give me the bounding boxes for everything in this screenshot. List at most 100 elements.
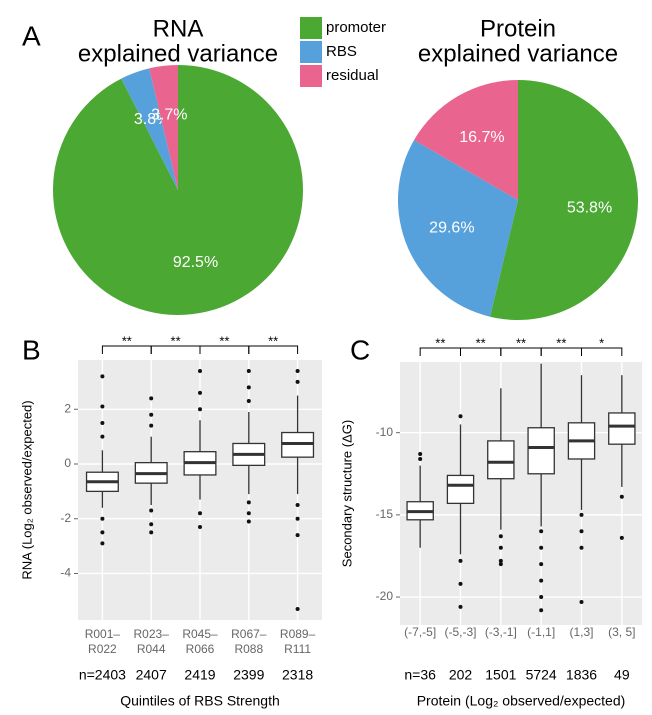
outlier bbox=[100, 434, 105, 439]
outlier bbox=[539, 562, 544, 567]
outlier bbox=[149, 396, 154, 401]
n-label: n=36 bbox=[404, 667, 436, 683]
pie-slice bbox=[414, 80, 518, 200]
significance-bracket bbox=[248, 345, 299, 354]
y-tick-label: 2 bbox=[64, 401, 71, 415]
pie-slice bbox=[490, 80, 638, 320]
outlier bbox=[198, 524, 202, 529]
outlier bbox=[458, 604, 463, 609]
outlier bbox=[149, 530, 154, 535]
outlier bbox=[100, 541, 105, 546]
n-label: 2399 bbox=[233, 667, 264, 683]
outlier bbox=[198, 407, 202, 412]
outlier bbox=[149, 508, 154, 513]
pie-slice bbox=[52, 65, 304, 315]
x-tick-label: R067– bbox=[231, 627, 267, 641]
outlier bbox=[295, 533, 300, 538]
significance-label: ** bbox=[476, 335, 486, 350]
outlier bbox=[149, 412, 154, 417]
outlier bbox=[579, 529, 584, 534]
outlier bbox=[498, 562, 503, 567]
x-tick-label: (-5,-3] bbox=[444, 625, 476, 639]
x-tick-label: R111 bbox=[284, 642, 311, 656]
outlier bbox=[246, 511, 251, 516]
box bbox=[487, 440, 515, 480]
legend-label: RBS bbox=[326, 43, 357, 60]
outlier bbox=[498, 545, 503, 550]
outlier bbox=[295, 368, 300, 373]
pie-title: explained variance bbox=[418, 40, 618, 67]
outlier bbox=[246, 399, 251, 404]
legend-swatch bbox=[300, 65, 322, 87]
y-tick-label: -4 bbox=[60, 566, 71, 580]
x-axis-label: Quintiles of RBS Strength bbox=[120, 693, 280, 709]
outlier bbox=[498, 534, 503, 539]
x-tick-label: (3, 5] bbox=[608, 625, 635, 639]
outlier bbox=[295, 607, 300, 612]
outlier bbox=[619, 494, 624, 499]
outlier bbox=[100, 404, 105, 409]
outlier bbox=[295, 379, 300, 384]
significance-label: ** bbox=[268, 333, 278, 348]
n-label: n=2403 bbox=[79, 667, 126, 683]
pie-title: RNA bbox=[153, 15, 204, 42]
y-tick-label: 0 bbox=[64, 456, 71, 470]
y-axis-label: RNA (Log₂ observed/expected) bbox=[19, 400, 34, 579]
n-label: 2407 bbox=[136, 667, 167, 683]
outlier bbox=[539, 608, 544, 613]
x-tick-label: R066 bbox=[186, 642, 215, 656]
outlier bbox=[579, 599, 584, 604]
plot-background bbox=[400, 362, 642, 625]
significance-label: ** bbox=[219, 333, 229, 348]
pie-slice bbox=[149, 65, 178, 190]
x-tick-label: R088 bbox=[234, 642, 263, 656]
slice-label: 92.5% bbox=[173, 254, 218, 271]
outlier bbox=[579, 512, 584, 517]
x-tick-label: R022 bbox=[88, 642, 117, 656]
significance-label: ** bbox=[556, 335, 566, 350]
slice-label: 3.7% bbox=[151, 107, 187, 124]
y-tick-label: -10 bbox=[376, 425, 394, 439]
outlier bbox=[246, 385, 251, 390]
pie-title: Protein bbox=[480, 15, 556, 42]
outlier bbox=[539, 595, 544, 600]
outlier bbox=[539, 545, 544, 550]
significance-label: ** bbox=[516, 335, 526, 350]
panel-label: B bbox=[22, 334, 41, 365]
legend-label: promoter bbox=[326, 19, 386, 36]
box bbox=[527, 427, 555, 475]
x-tick-label: (-7,-5] bbox=[404, 625, 436, 639]
x-tick-label: R045– bbox=[182, 627, 218, 641]
significance-label: * bbox=[599, 335, 604, 350]
slice-label: 29.6% bbox=[429, 220, 474, 237]
outlier bbox=[295, 503, 300, 508]
outlier bbox=[418, 452, 423, 457]
slice-label: 16.7% bbox=[459, 129, 504, 146]
x-axis-label: Protein (Log₂ observed/expected) bbox=[417, 693, 626, 709]
outlier bbox=[295, 516, 300, 521]
outlier bbox=[149, 423, 154, 428]
outlier bbox=[100, 374, 105, 379]
outlier bbox=[579, 545, 584, 550]
legend-label: residual bbox=[326, 67, 379, 84]
y-tick-label: -15 bbox=[376, 507, 394, 521]
x-tick-label: (-1,1] bbox=[527, 625, 555, 639]
outlier bbox=[198, 368, 202, 373]
outlier bbox=[619, 535, 624, 540]
n-label: 5724 bbox=[526, 667, 557, 683]
significance-label: ** bbox=[122, 333, 132, 348]
outlier bbox=[100, 420, 105, 425]
outlier bbox=[498, 558, 503, 563]
outlier bbox=[458, 581, 463, 586]
x-tick-label: (1,3] bbox=[569, 625, 593, 639]
outlier bbox=[246, 368, 251, 373]
outlier bbox=[539, 578, 544, 583]
outlier bbox=[418, 456, 423, 461]
outlier bbox=[246, 519, 251, 524]
slice-label: 53.8% bbox=[567, 200, 612, 217]
y-tick-label: -20 bbox=[376, 589, 394, 603]
x-tick-label: (-3,-1] bbox=[485, 625, 517, 639]
outlier bbox=[100, 516, 105, 521]
